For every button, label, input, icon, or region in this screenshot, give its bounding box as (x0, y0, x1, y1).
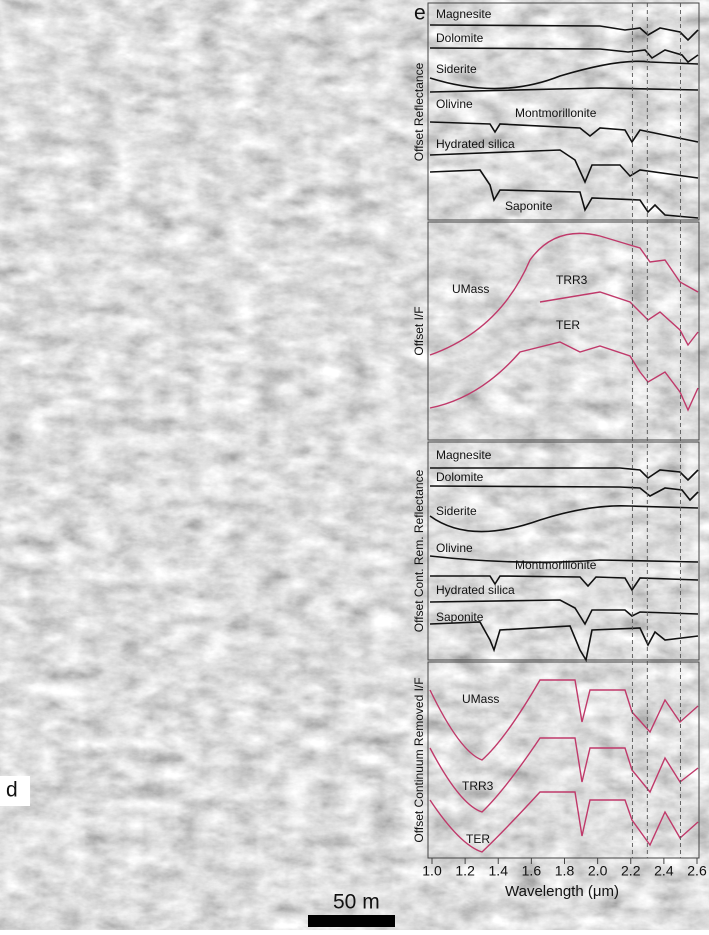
scale-label: 50 m (333, 891, 380, 914)
scale-bar (296, 523, 395, 535)
panel-label: e (414, 2, 426, 25)
spectrum (429, 121, 699, 144)
colorbar-min: 100 (36, 185, 50, 205)
curve-label: Dolomite (436, 470, 484, 484)
x-tick-label: 1.6 (522, 863, 542, 879)
panel-title: Carbonate-bearing delta layered rough, l… (27, 224, 353, 241)
x-tick-label: 2.2 (621, 863, 641, 879)
curve-label: TRR3 (556, 273, 588, 287)
panel-label: a (5, 2, 17, 25)
panel-d: d 50 m (0, 776, 412, 930)
curve-label: Olivine (436, 541, 473, 555)
spectrum (429, 232, 699, 356)
inset-box (112, 338, 211, 377)
plot-frame (427, 2, 700, 221)
x-tick-label: 1.8 (555, 863, 575, 879)
curve-label: Olivine (436, 97, 473, 111)
colorbar (12, 30, 24, 205)
curve-label: UMass (462, 692, 499, 706)
curve-label: TRR3 (462, 779, 494, 793)
panel-e: e Offset Reflectance Offset I/F Offset C… (412, 2, 707, 900)
colorbar-max: 400 (36, 30, 50, 50)
spectrum (429, 791, 699, 853)
curve-label: Saponite (436, 610, 484, 624)
spectrum (539, 291, 699, 347)
spectrum (429, 679, 699, 761)
panel-label: d (6, 779, 18, 802)
panel-a: a 400 100 Thermal Inertia b 1 km (5, 0, 412, 213)
box-label: c (332, 348, 343, 371)
curve-label: TER (466, 832, 490, 846)
map-texture (65, 0, 412, 213)
spectrum (430, 575, 699, 592)
inset-box (208, 367, 328, 437)
spectrum (429, 87, 699, 93)
curve-label: UMass (452, 282, 489, 296)
label-bg (0, 545, 30, 575)
y-label: Offset Reflectance (412, 62, 426, 161)
curve-label: TER (556, 318, 580, 332)
curve-label: Siderite (436, 62, 477, 76)
plot-frame (427, 221, 700, 441)
spectrum (429, 60, 699, 90)
x-tick-label: 1.2 (455, 863, 475, 879)
x-tick-label: 1.0 (422, 863, 442, 879)
spectrum (429, 169, 699, 219)
panel-c: c 50 m (0, 545, 412, 771)
curve-label: Montmorillonite (515, 558, 597, 572)
spectrum (429, 599, 699, 626)
curve-label: Montmorillonite (515, 106, 597, 120)
inset-box (267, 61, 363, 133)
hirise-image (0, 545, 412, 771)
x-tick-label: 1.4 (489, 863, 509, 879)
spectrum (429, 555, 699, 564)
plot-frame (427, 661, 700, 859)
curve-label: Hydrated silica (436, 583, 515, 597)
scale-bar (327, 758, 395, 770)
curve-label: Magnesite (436, 7, 492, 21)
hirise-image (0, 776, 412, 930)
spectrum (429, 24, 699, 42)
plot-frame (427, 441, 700, 661)
spectrum (429, 47, 699, 64)
panel-b: b Carbonate-bearing delta layered rough,… (0, 220, 412, 540)
spectrum (429, 504, 699, 533)
spectrum (429, 737, 699, 813)
spectrum (429, 341, 699, 412)
curve-label: Magnesite (436, 448, 492, 462)
y-label: Offset Cont. Rem. Reflectance (412, 469, 426, 632)
scale-bar (308, 915, 395, 927)
y-label: Offset I/F (412, 306, 426, 355)
spectrum (429, 149, 699, 185)
label-bg (0, 776, 30, 806)
scale-label: 250 m (312, 500, 370, 523)
curve-label: Dolomite (436, 31, 484, 45)
spectrum (430, 467, 699, 482)
scale-label: 50 m (333, 734, 380, 757)
curve-label: Siderite (436, 504, 477, 518)
spectrum (429, 485, 699, 502)
box-label: b (250, 42, 262, 65)
unit-outline (25, 245, 375, 535)
scale-bar (293, 197, 395, 209)
scale-label: 1 km (322, 171, 368, 194)
curve-label: Hydrated silica (436, 137, 515, 151)
colorbar-title: Thermal Inertia (7, 69, 24, 171)
x-axis-label: Wavelength (μm) (505, 883, 619, 900)
curve-label: Saponite (505, 199, 553, 213)
x-tick-label: 2.4 (654, 863, 674, 879)
x-tick-label: 2.0 (588, 863, 608, 879)
panel-label: b (4, 220, 16, 243)
box-label: d (96, 315, 108, 338)
x-tick-label: 2.6 (687, 863, 707, 879)
panel-label: c (6, 548, 17, 571)
spectrum (429, 621, 699, 663)
y-label: Offset Continuum Removed I/F (412, 677, 426, 842)
